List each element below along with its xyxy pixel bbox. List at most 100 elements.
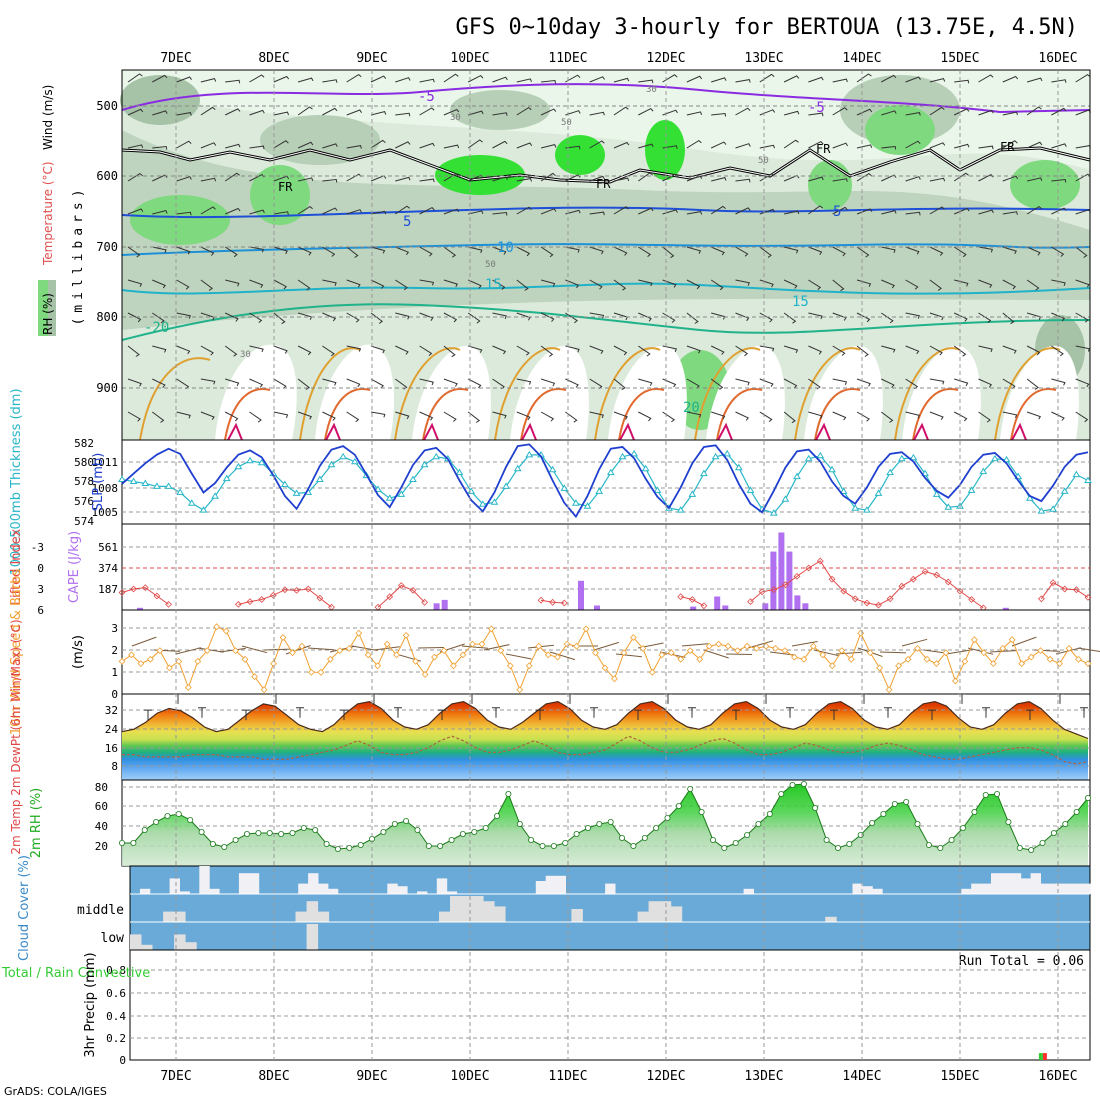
wind-speed-point [374, 662, 382, 670]
minmax-bar [242, 709, 250, 721]
cape-axis: 561 374 187 [98, 541, 118, 596]
thickness-point [153, 482, 161, 489]
thickness-point [572, 499, 580, 506]
wind-barb [395, 279, 408, 291]
wind-barb [832, 411, 847, 421]
wind-speed-point [819, 651, 827, 659]
wind-barb [322, 312, 337, 322]
wind-barb [856, 312, 871, 323]
lifted-index-line [540, 599, 565, 604]
wind-barb [152, 210, 168, 215]
lifted-index-point [235, 601, 242, 608]
wind-barb [541, 79, 556, 84]
wind-barb [200, 279, 213, 291]
axis-tick: 2 [111, 644, 118, 657]
axis-tick: 500 [96, 99, 118, 113]
cloud-cell [659, 901, 672, 922]
wind-barb [419, 142, 435, 149]
minmax-bar [296, 707, 304, 718]
wind-barb [540, 246, 554, 258]
wind-barb [176, 176, 192, 182]
date-label: 10DEC [450, 51, 489, 66]
thickness-point [490, 498, 499, 505]
wind-barb [1026, 205, 1042, 215]
cloud-cell [648, 901, 661, 922]
upper-air-legend: RH (%) Temperature (°C) Wind (m/s) [38, 85, 56, 336]
wind-speed-point [743, 642, 751, 650]
wind-barb [711, 246, 725, 256]
wind-barb [638, 107, 654, 116]
minmax-bar [732, 709, 740, 721]
axis-tick: 580 [74, 456, 94, 469]
precip-total-bar [1038, 1053, 1043, 1060]
cape-bar [1002, 607, 1009, 610]
cloud-cell [571, 909, 583, 922]
rh2m-axis: 80 60 40 20 [95, 781, 108, 853]
rh2m-point [721, 845, 728, 852]
minmax-bar [1080, 707, 1088, 718]
temp-series [121, 693, 1089, 765]
minmax-bar [830, 709, 838, 721]
wind-barb [127, 144, 144, 149]
wind-barb [565, 312, 578, 324]
thickness-point [723, 449, 732, 457]
cloud-cell [1040, 883, 1051, 894]
contour-label: FR [596, 177, 611, 191]
cloud-cell [991, 873, 1002, 894]
cloud-cell [971, 883, 982, 894]
wind-barb [297, 177, 314, 182]
rh2m-point [982, 792, 989, 799]
wind-barb-10m [549, 651, 576, 661]
contour-label: FR [816, 142, 831, 156]
thickness-point [1037, 507, 1046, 514]
wind-barb [443, 246, 457, 258]
thickness-point [1049, 505, 1057, 512]
wind-speed-point [128, 651, 135, 659]
wind-barb [565, 246, 580, 253]
wind-barb [1051, 411, 1065, 421]
wind-barb [224, 411, 239, 422]
wind-barb [978, 209, 994, 215]
wind-speed-point [440, 647, 448, 654]
wind-barb [905, 176, 921, 182]
lifted-index-point [246, 598, 254, 605]
thickness-point [1060, 487, 1069, 494]
wind-speed-point [649, 668, 656, 676]
cloud-cell [981, 883, 992, 894]
wind-barb [710, 279, 724, 291]
rh2m-point [823, 837, 830, 844]
rh2m-point [1016, 845, 1023, 852]
lifted-index-point [281, 586, 289, 594]
wind-barb [467, 411, 481, 423]
wind-speed-point [308, 668, 315, 676]
wind-barb [735, 143, 751, 149]
wind-barb [856, 378, 871, 387]
rh2m-point [266, 830, 273, 837]
lifted-index-point [677, 593, 685, 601]
wind-barb [419, 312, 434, 321]
wind-speed-point [895, 662, 902, 670]
axis-tick: 0.2 [106, 1032, 126, 1045]
wind-speed-point [658, 651, 666, 659]
cloud-cell [209, 888, 220, 894]
rh2m-point [641, 835, 648, 842]
wind-barb [783, 75, 800, 83]
rh2m-point [164, 813, 171, 820]
cape-bar [802, 603, 809, 610]
wind-barb [856, 246, 870, 258]
wind-barb [468, 246, 483, 254]
wind-barb [1075, 378, 1090, 388]
wind-barb [686, 345, 701, 354]
date-label: 15DEC [940, 1069, 979, 1084]
rh2m-point [459, 831, 466, 838]
wind-barb [249, 145, 265, 150]
minmax-bar [174, 693, 182, 704]
upper-air-panel: -5 -5 FR FR FR FR 5 5 10 15 15 -20 20 30… [38, 69, 1092, 441]
cloud-cell [387, 883, 398, 894]
lifted-index-point [293, 587, 300, 594]
minmax-bar [786, 707, 794, 718]
axis-tick: -3 [31, 541, 44, 554]
cape-bar [690, 606, 697, 610]
wind-barb [395, 205, 410, 215]
rh2m-point [948, 837, 955, 844]
